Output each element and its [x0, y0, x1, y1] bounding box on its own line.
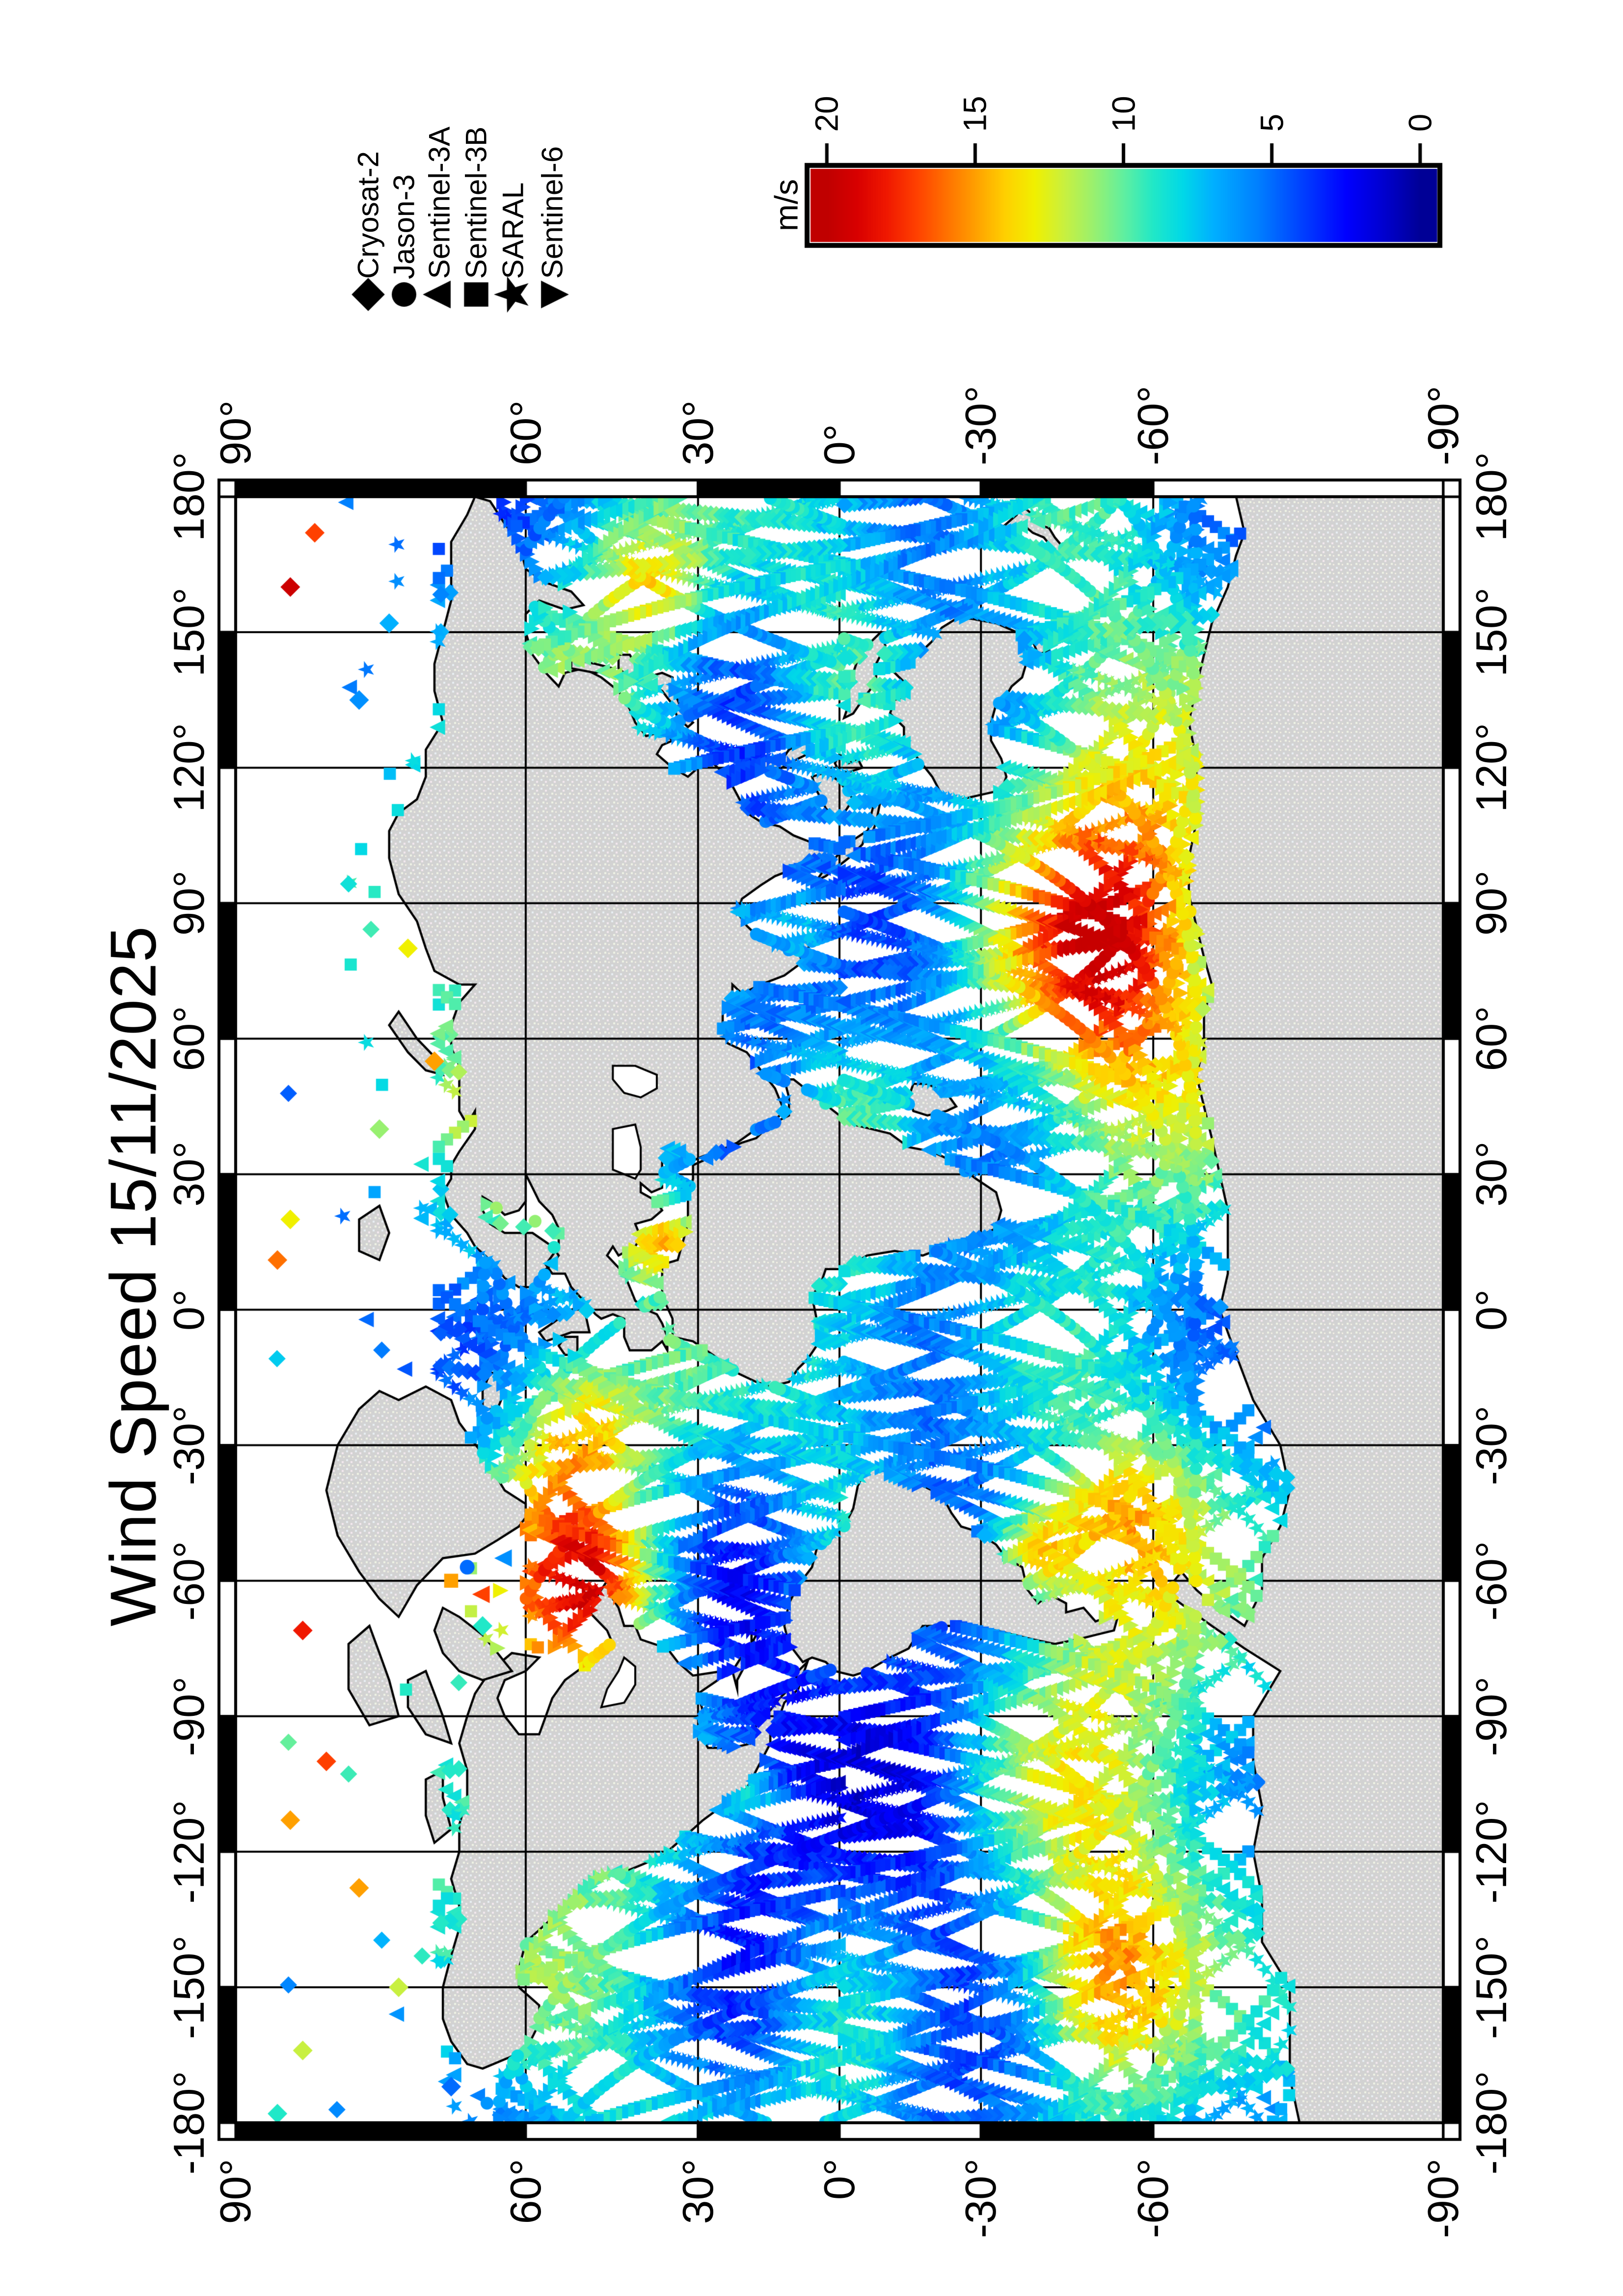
colorbar-tick-label: 15 [956, 95, 993, 132]
legend-name-sentinel-6: Sentinel-6 [536, 146, 569, 279]
legend-name-sentinel-3a: Sentinel-3A [423, 126, 456, 279]
lon-tick-label-right: 180° [1466, 452, 1515, 542]
lon-tick-label-right: 120° [1466, 723, 1515, 813]
lat-tick-label-top: 90° [211, 400, 260, 466]
lon-tick-label-right: 90° [1466, 870, 1515, 936]
lon-tick-label-right: 30° [1466, 1141, 1515, 1207]
chart-title: Wind Speed 15/11/2025 [97, 926, 169, 1627]
lon-tick-label-right: -150° [1466, 1935, 1515, 2039]
legend-name-jason-3: Jason-3 [387, 174, 421, 279]
lon-tick-label-right: -120° [1466, 1800, 1515, 1904]
lon-tick-label-left: -30° [164, 1405, 213, 1485]
lat-tick-label-bottom: -30° [956, 2158, 1005, 2239]
lon-tick-label-left: -90° [164, 1676, 213, 1756]
lat-tick-label-top: -90° [1418, 385, 1467, 466]
lon-tick-label-left: 150° [164, 587, 213, 677]
lon-tick-label-right: -90° [1466, 1676, 1515, 1756]
lon-tick-label-left: 90° [164, 870, 213, 936]
lat-tick-label-bottom: 30° [673, 2158, 722, 2224]
lon-tick-label-right: 0° [1466, 1289, 1515, 1331]
lat-tick-label-bottom: -90° [1418, 2158, 1467, 2239]
lat-tick-label-top: 30° [673, 400, 722, 466]
lon-tick-label-left: -60° [164, 1541, 213, 1621]
colorbar-tick-label: 10 [1105, 95, 1141, 132]
colorbar-tick-label: 5 [1253, 113, 1290, 132]
lat-tick-label-top: 60° [501, 400, 550, 466]
lat-tick-label-top: 0° [814, 424, 864, 466]
lat-tick-label-bottom: 60° [501, 2158, 550, 2224]
lat-tick-label-bottom: 90° [211, 2158, 260, 2224]
lat-tick-label-top: -30° [956, 385, 1005, 466]
lon-tick-label-right: -60° [1466, 1541, 1515, 1621]
lon-tick-label-left: -150° [164, 1935, 213, 2039]
legend-name-saral: SARAL [496, 182, 530, 279]
colorbar-tick-label: 0 [1402, 113, 1438, 132]
lon-tick-label-right: -180° [1466, 2071, 1515, 2175]
lon-tick-label-left: 60° [164, 1006, 213, 1071]
lat-tick-label-bottom: -60° [1128, 2158, 1177, 2239]
lon-tick-label-left: 0° [164, 1289, 213, 1331]
lon-tick-label-left: 30° [164, 1141, 213, 1207]
lon-tick-label-left: 120° [164, 723, 213, 813]
colorbar-tick-label: 20 [808, 95, 845, 132]
lon-tick-label-right: -30° [1466, 1405, 1515, 1485]
lat-tick-label-bottom: 0° [814, 2158, 864, 2200]
lon-tick-label-left: -180° [164, 2071, 213, 2175]
lon-tick-label-right: 60° [1466, 1006, 1515, 1071]
legend-name-sentinel-3b: Sentinel-3B [460, 126, 493, 279]
colorbar-unit-label: m/s [768, 179, 805, 232]
lon-tick-label-left: -120° [164, 1800, 213, 1904]
lon-tick-label-left: 180° [164, 452, 213, 542]
legend-name-cryosat-2: Cryosat-2 [352, 151, 385, 279]
lon-tick-label-right: 150° [1466, 587, 1515, 677]
lat-tick-label-top: -60° [1128, 385, 1177, 466]
